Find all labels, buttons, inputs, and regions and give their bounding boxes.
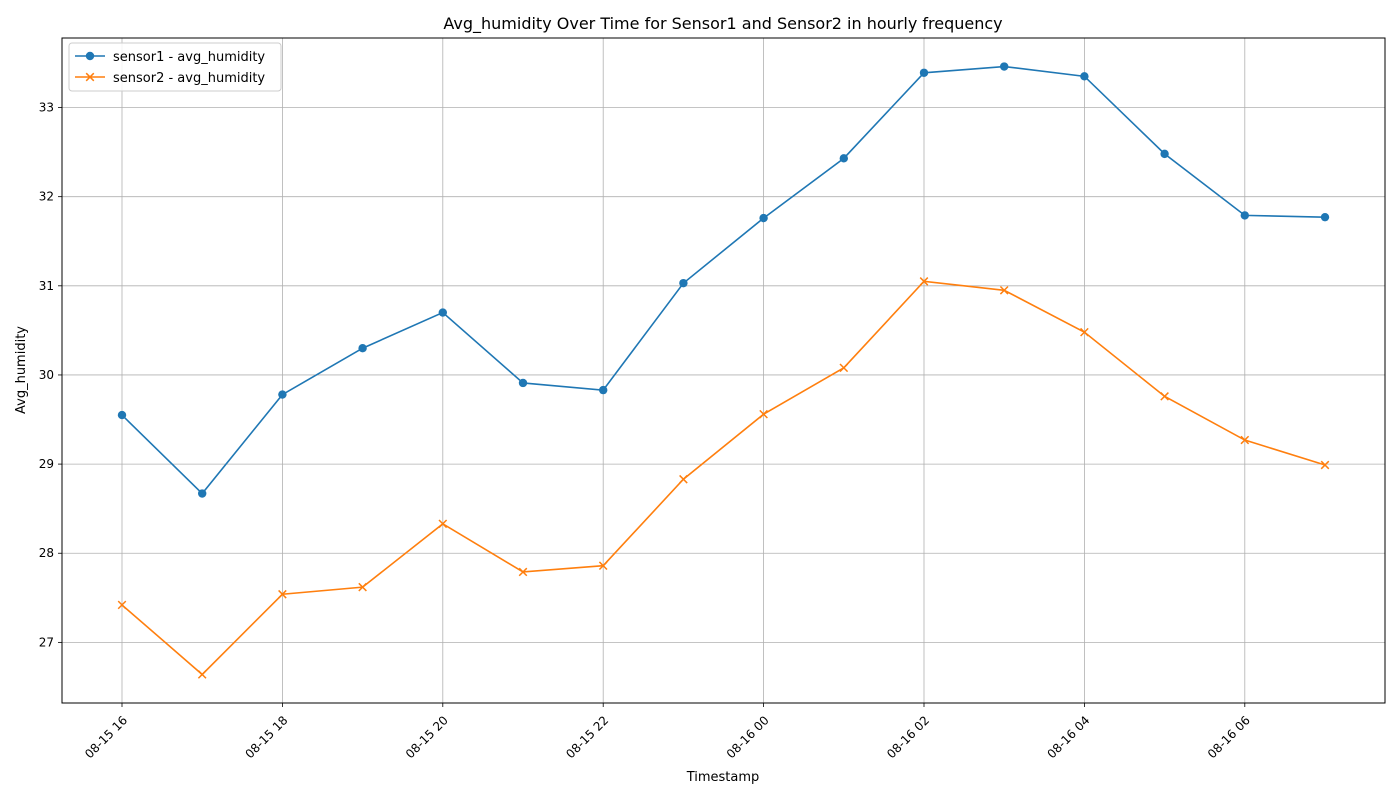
x-tick-label: 08-16 02 (884, 713, 932, 761)
x-tick-label: 08-16 04 (1044, 713, 1092, 761)
data-point (1080, 327, 1089, 337)
y-axis-label: Avg_humidity (14, 326, 29, 414)
legend-marker (85, 72, 95, 82)
data-point (919, 277, 929, 286)
x-tick-label: 08-15 22 (563, 713, 611, 761)
legend-item: sensor1 - avg_humidity (75, 50, 265, 65)
data-point (839, 363, 849, 373)
chart-title: Avg_humidity Over Time for Sensor1 and S… (443, 14, 1002, 34)
legend-item: sensor2 - avg_humidity (75, 71, 265, 86)
x-tick-label: 08-16 06 (1205, 713, 1253, 761)
x-tick-label: 08-16 00 (724, 713, 772, 761)
data-point (1320, 460, 1330, 470)
data-point (599, 385, 608, 395)
data-point (759, 409, 768, 419)
data-point (1160, 392, 1169, 401)
y-tick-label: 32 (39, 190, 54, 204)
data-point (679, 474, 688, 484)
data-point (438, 519, 448, 529)
legend-label: sensor2 - avg_humidity (113, 71, 265, 86)
data-point (759, 213, 768, 223)
data-point (278, 589, 287, 599)
series-layer (117, 62, 1330, 679)
y-tick-label: 29 (39, 457, 54, 471)
data-point (598, 561, 608, 571)
data-point (1000, 62, 1009, 71)
y-tick-label: 31 (39, 279, 54, 293)
data-point (197, 670, 207, 679)
data-point (1080, 72, 1089, 81)
data-point (358, 344, 367, 353)
series-line (121, 280, 1326, 676)
data-point (999, 285, 1009, 295)
data-point (919, 68, 929, 77)
data-point (518, 378, 528, 388)
y-tick-label: 27 (39, 635, 54, 649)
grid (62, 38, 1385, 703)
series-line (121, 65, 1326, 495)
data-point (679, 278, 688, 288)
data-point (117, 600, 127, 610)
data-point (117, 410, 127, 420)
x-tick-label: 08-15 16 (82, 713, 130, 761)
data-point (358, 582, 367, 592)
y-tick-label: 28 (39, 546, 54, 560)
data-point (438, 308, 447, 317)
y-tick-label: 33 (39, 101, 54, 115)
data-point (1320, 212, 1330, 222)
data-point (1240, 435, 1250, 445)
legend: sensor1 - avg_humidity sensor2 - avg_humi… (68, 42, 282, 92)
legend-marker (85, 51, 95, 61)
x-axis-label: Timestamp (686, 770, 760, 785)
data-point (278, 390, 287, 399)
series-2 (117, 277, 1330, 679)
data-point (198, 489, 207, 498)
x-tick-label: 08-15 18 (242, 713, 290, 761)
y-axis: 27 28 29 30 31 32 33 (39, 101, 62, 649)
data-point (839, 154, 848, 163)
x-axis: 08-15 16 08-15 18 08-15 20 08-15 22 08-16 00… (82, 703, 1253, 761)
y-tick-label: 30 (39, 368, 54, 382)
legend-box (68, 42, 282, 92)
data-point (1160, 149, 1169, 159)
legend-label: sensor1 - avg_humidity (113, 50, 265, 65)
series-1 (117, 62, 1330, 498)
x-tick-label: 08-15 20 (403, 713, 451, 761)
data-point (1240, 211, 1250, 220)
data-point (518, 567, 528, 577)
plot-frame (61, 37, 1386, 704)
